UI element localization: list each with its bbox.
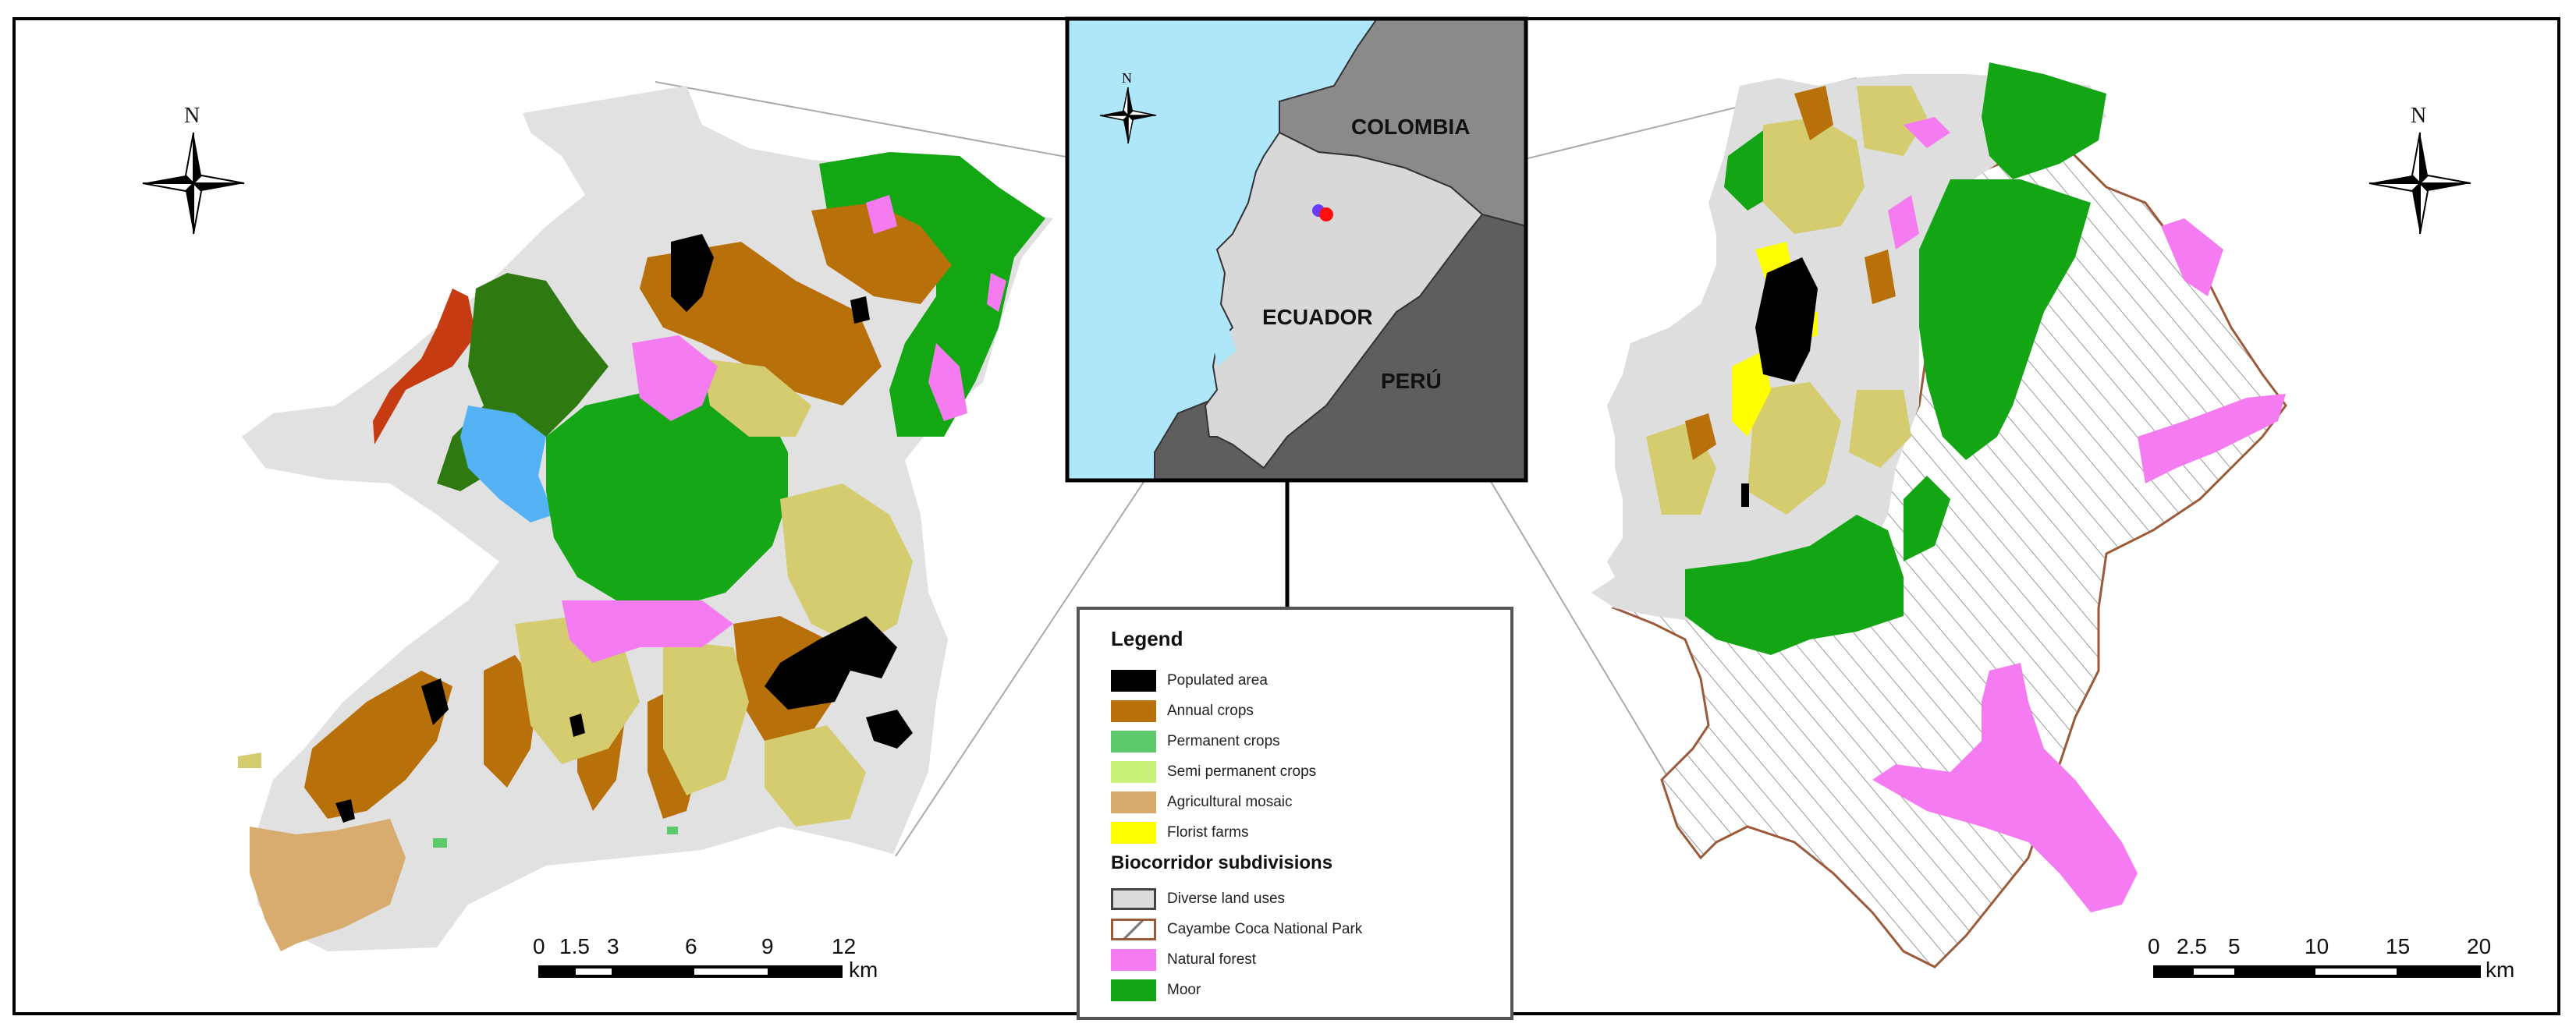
left-lake bbox=[460, 405, 554, 522]
right-natural-forest bbox=[1872, 117, 2286, 912]
legend-subdivisions: Diverse land uses Cayambe Coca National P… bbox=[1111, 884, 1510, 1005]
left-semi-permanent-crops bbox=[515, 359, 913, 827]
legend-subtitle: Biocorridor subdivisions bbox=[1111, 852, 1333, 873]
legend-item: Annual crops bbox=[1111, 696, 1510, 726]
left-north-arrow-icon: N bbox=[142, 104, 245, 235]
right-moor-south bbox=[1685, 515, 1904, 655]
right-moor-east bbox=[1919, 179, 2091, 460]
right-populated-area bbox=[1755, 257, 1818, 382]
legend-swatch bbox=[1111, 948, 1156, 971]
legend-item: Natural forest bbox=[1111, 944, 1510, 975]
left-populated-area bbox=[335, 234, 913, 823]
inset-label-colombia: COLOMBIA bbox=[1351, 115, 1470, 139]
right-diverse-land-uses bbox=[1591, 74, 2106, 624]
right-moor-north bbox=[1982, 62, 2106, 179]
left-scale-bar bbox=[538, 965, 843, 978]
legend-item-label: Florist farms bbox=[1167, 823, 1249, 841]
legend-item: Permanent crops bbox=[1111, 726, 1510, 756]
legend-swatch bbox=[1111, 760, 1156, 783]
map-legend: Legend Populated area Annual crops Permane… bbox=[1077, 607, 1513, 1020]
legend-swatch bbox=[1111, 821, 1156, 844]
legend-item-label: Semi permanent crops bbox=[1167, 763, 1317, 780]
legend-swatch bbox=[1111, 669, 1156, 692]
legend-item-label: Cayambe Coca National Park bbox=[1167, 920, 1363, 937]
inset-label-peru: PERÚ bbox=[1381, 369, 1442, 393]
right-north-arrow-icon: N bbox=[2368, 104, 2471, 235]
legend-item: Florist farms bbox=[1111, 817, 1510, 848]
left-agri-mosaic-south bbox=[250, 819, 406, 951]
left-permanent-crops bbox=[433, 827, 678, 848]
svg-text:N: N bbox=[184, 104, 200, 128]
right-annual-crops bbox=[1685, 86, 1896, 460]
legend-item-label: Diverse land uses bbox=[1167, 890, 1286, 907]
inset-north-arrow-icon: N bbox=[1099, 70, 1157, 144]
inset-label-ecuador: ECUADOR bbox=[1262, 305, 1373, 329]
legend-swatch bbox=[1111, 918, 1156, 940]
right-study-area-map bbox=[1591, 62, 2287, 968]
legend-title: Legend bbox=[1111, 627, 1183, 650]
right-scale-bar bbox=[2153, 965, 2481, 978]
left-study-area-map bbox=[238, 86, 1053, 951]
right-semi-permanent-crops bbox=[1646, 86, 1927, 515]
inset-ecuador bbox=[1204, 131, 1484, 469]
legend-item-label: Permanent crops bbox=[1167, 732, 1280, 749]
svg-text:N: N bbox=[1122, 70, 1132, 86]
legend-item-label: Moor bbox=[1167, 981, 1201, 998]
left-moor-central bbox=[546, 382, 788, 608]
legend-swatch bbox=[1111, 979, 1156, 1001]
legend-swatch bbox=[1111, 699, 1156, 722]
legend-item-label: Annual crops bbox=[1167, 702, 1254, 719]
legend-swatch bbox=[1111, 887, 1156, 910]
legend-item: Populated area bbox=[1111, 665, 1510, 696]
left-natural-forest bbox=[562, 195, 1006, 663]
legend-item-label: Agricultural mosaic bbox=[1167, 793, 1293, 810]
legend-item: Agricultural mosaic bbox=[1111, 787, 1510, 817]
legend-item: Moor bbox=[1111, 975, 1510, 1005]
legend-items: Populated area Annual crops Permanent crop… bbox=[1111, 665, 1510, 848]
svg-text:N: N bbox=[2411, 104, 2426, 128]
legend-item-label: Natural forest bbox=[1167, 951, 1257, 968]
legend-item: Cayambe Coca National Park bbox=[1111, 914, 1510, 944]
right-moor-southeast bbox=[1904, 476, 1950, 561]
legend-item: Semi permanent crops bbox=[1111, 756, 1510, 787]
legend-item: Diverse land uses bbox=[1111, 884, 1510, 914]
left-orange-patch bbox=[373, 289, 476, 444]
legend-item-label: Populated area bbox=[1167, 671, 1268, 689]
inset-location-map: COLOMBIA ECUADOR PERÚ N bbox=[1065, 16, 1528, 607]
legend-swatch bbox=[1111, 730, 1156, 752]
legend-swatch bbox=[1111, 791, 1156, 813]
right-national-park bbox=[1610, 139, 2287, 968]
